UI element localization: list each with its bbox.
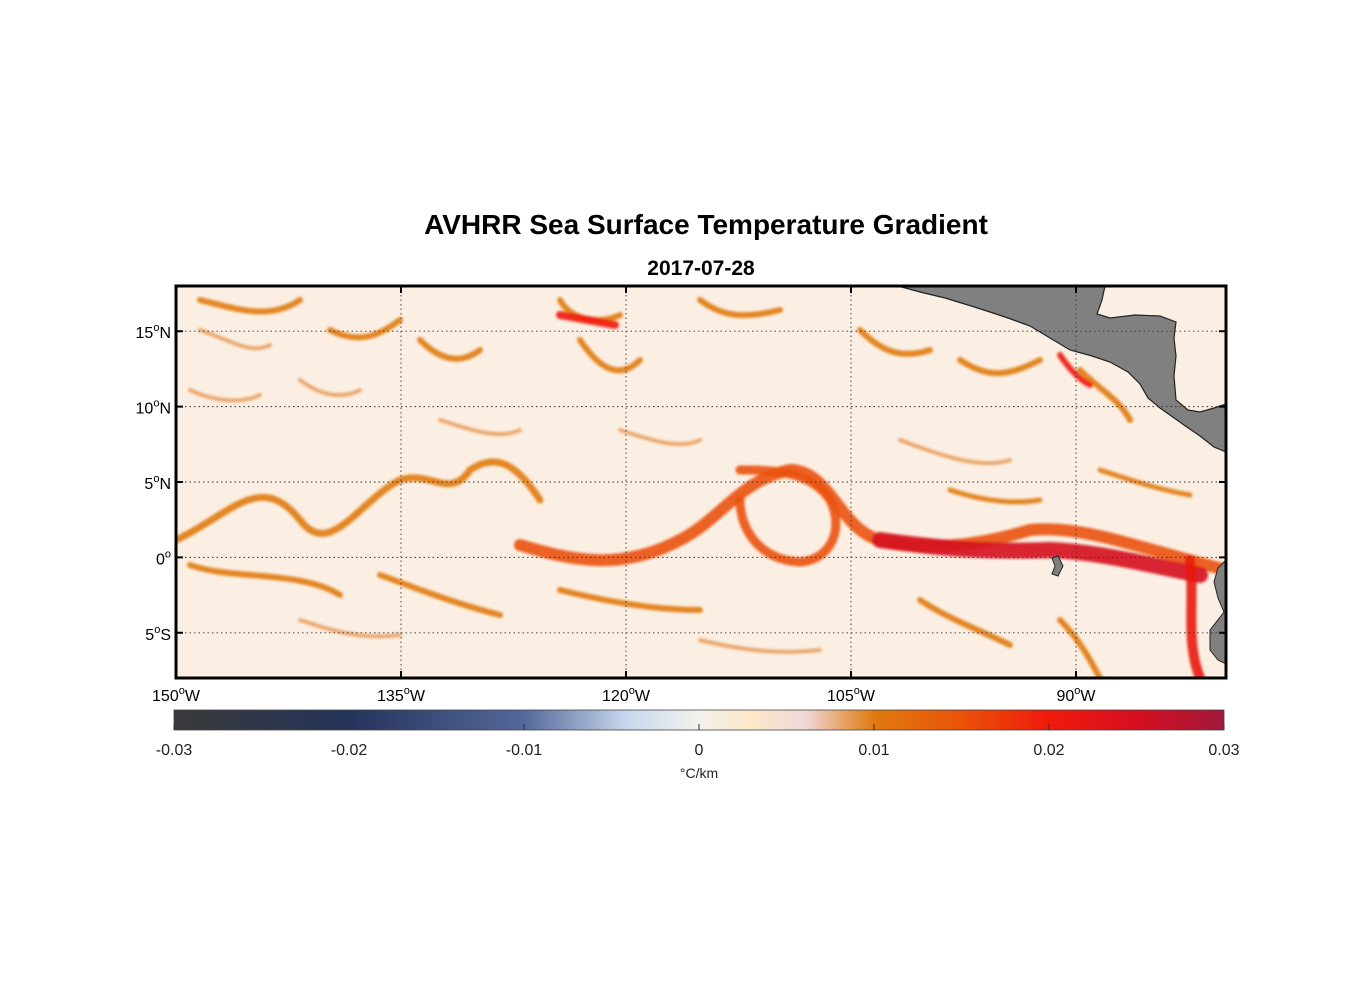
x-axis-ticks: 150oW 135oW 120oW 105oW 90oW [152,286,1096,705]
x-tick-label: 150oW [152,685,201,705]
y-tick-label: 5oS [145,624,171,644]
chart-title: AVHRR Sea Surface Temperature Gradient [424,209,988,240]
x-tick-label: 105oW [827,685,876,705]
y-axis-ticks: 15oN 10oN 5oN 0o 5oS [136,322,1226,644]
colorbar-tick-label: 0.02 [1033,742,1064,759]
y-tick-label: 5oN [144,473,171,493]
colorbar-tick-label: -0.01 [506,742,543,759]
y-tick-label: 15oN [136,322,171,342]
x-tick-label: 120oW [602,685,651,705]
chart-subtitle: 2017-07-28 [647,257,755,280]
south-america-land [1209,559,1226,665]
colorbar-tick-label: -0.02 [331,742,368,759]
map-panel: 150oW 135oW 120oW 105oW 90oW 15oN 10oN 5oN 0o 5o… [136,284,1228,705]
colorbar-tick-label: 0 [695,742,704,759]
y-tick-label: 0o [156,548,171,568]
colorbar-tick-label: 0.01 [858,742,889,759]
galapagos-island [1051,555,1064,577]
colorbar: -0.03 -0.02 -0.01 0 0.01 0.02 0.03 °C/km [156,709,1240,781]
colorbar-ticks: -0.03 -0.02 -0.01 0 0.01 0.02 0.03 [156,724,1240,759]
colorbar-tick-label: -0.03 [156,742,193,759]
x-tick-label: 135oW [377,685,426,705]
central-america-land [897,286,1226,453]
gradient-field [176,297,1226,678]
x-tick-label: 90oW [1056,685,1096,705]
colorbar-tick-label: 0.03 [1208,742,1239,759]
y-tick-label: 10oN [136,398,171,418]
land-areas [897,286,1226,665]
colorbar-unit-label: °C/km [680,765,718,781]
